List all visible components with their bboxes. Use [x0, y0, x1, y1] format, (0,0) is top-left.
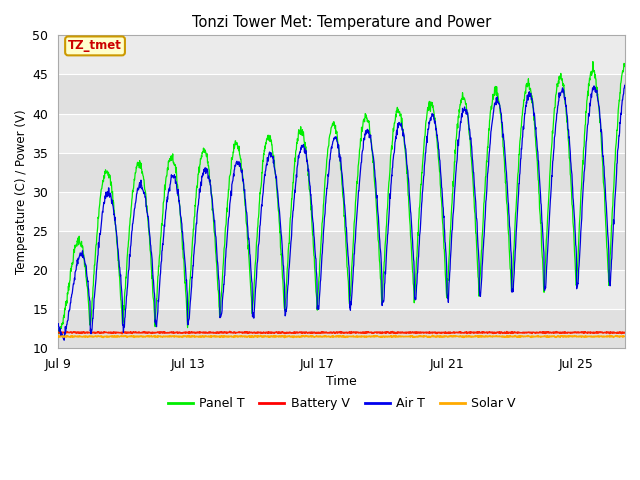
Legend: Panel T, Battery V, Air T, Solar V: Panel T, Battery V, Air T, Solar V [163, 392, 520, 415]
X-axis label: Time: Time [326, 375, 357, 388]
Bar [58, 270, 625, 309]
Bar [58, 153, 625, 192]
Bar [58, 36, 625, 74]
Bar [58, 309, 625, 348]
Bar [58, 231, 625, 270]
Text: TZ_tmet: TZ_tmet [68, 39, 122, 52]
Y-axis label: Temperature (C) / Power (V): Temperature (C) / Power (V) [15, 109, 28, 274]
Title: Tonzi Tower Met: Temperature and Power: Tonzi Tower Met: Temperature and Power [192, 15, 491, 30]
Bar [58, 192, 625, 231]
Bar [58, 74, 625, 114]
Bar [58, 114, 625, 153]
